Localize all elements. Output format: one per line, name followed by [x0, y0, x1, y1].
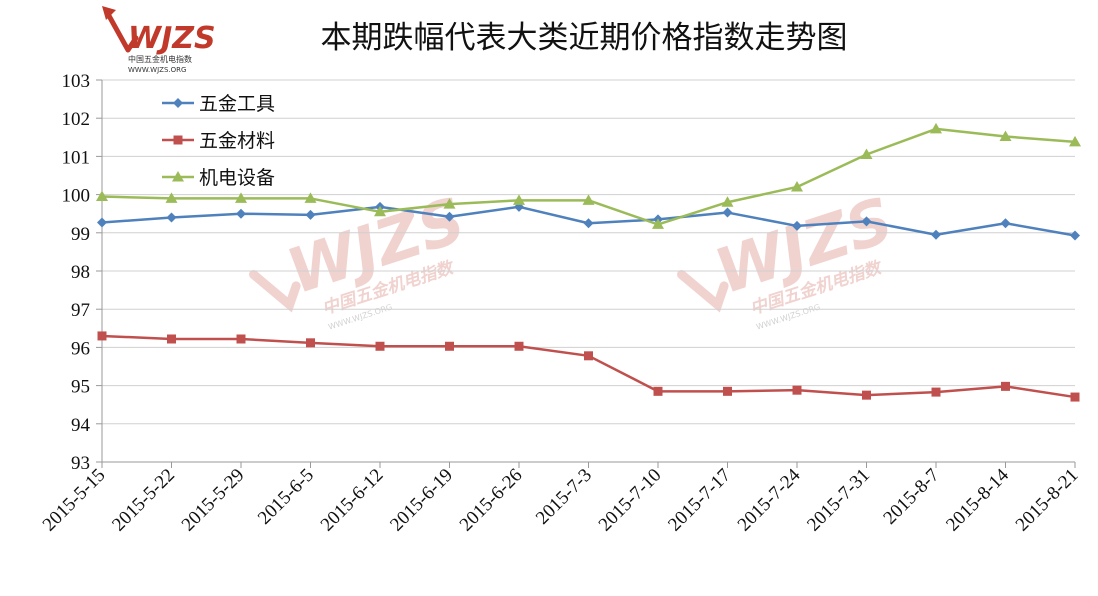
- data-point: [444, 211, 455, 222]
- logo-arrowhead-icon: [102, 6, 116, 20]
- logo-brand: WJZS: [128, 21, 216, 56]
- data-point: [582, 194, 595, 205]
- x-tick-label: 2015-5-15: [39, 465, 110, 536]
- y-tick-label: 93: [71, 453, 90, 474]
- data-point: [583, 218, 594, 229]
- data-point: [97, 217, 107, 228]
- data-point: [304, 192, 317, 203]
- y-tick-label: 96: [71, 338, 90, 359]
- x-tick-label: 2015-5-29: [178, 465, 249, 536]
- data-point: [167, 334, 176, 344]
- data-point: [652, 218, 664, 229]
- axes: [96, 79, 1076, 468]
- data-point: [653, 386, 663, 396]
- data-point: [931, 229, 941, 240]
- data-point: [931, 387, 941, 397]
- legend-entry: 五金工具: [162, 93, 275, 115]
- x-tick-label: 2015-6-26: [456, 465, 527, 536]
- data-point: [96, 190, 108, 202]
- legend-label: 五金材料: [199, 130, 275, 152]
- data-point: [792, 385, 802, 395]
- legend-marker: [173, 135, 183, 145]
- series-line: [101, 334, 1076, 399]
- data-point: [97, 331, 107, 341]
- data-point: [514, 341, 524, 351]
- data-point: [723, 386, 732, 396]
- logo-subtitle: 中国五金机电指数: [128, 54, 192, 64]
- data-point: [166, 212, 177, 223]
- data-point: [1000, 218, 1011, 229]
- legend-entry: 机电设备: [162, 167, 275, 189]
- data-point: [235, 192, 247, 203]
- legend-entry: 五金材料: [162, 130, 275, 152]
- data-point: [584, 351, 593, 361]
- legend-label: 五金工具: [199, 93, 275, 115]
- data-point: [445, 341, 454, 351]
- series-2: [96, 122, 1081, 229]
- data-point: [1070, 392, 1080, 402]
- data-point: [722, 207, 733, 218]
- x-tick-label: 2015-6-19: [386, 465, 457, 536]
- data-point: [999, 130, 1012, 142]
- legend-marker: [172, 171, 184, 182]
- y-tick-label: 103: [62, 71, 91, 92]
- data-point: [1069, 135, 1081, 147]
- x-tick-label: 2015-7-3: [532, 465, 596, 529]
- data-point: [791, 180, 803, 192]
- x-tick-label: 2015-5-22: [108, 465, 179, 536]
- series-0: [97, 201, 1080, 241]
- data-point: [1001, 381, 1010, 391]
- data-point: [375, 341, 385, 351]
- series-1: [97, 331, 1080, 402]
- y-tick-label: 101: [62, 147, 91, 168]
- x-tick-label: 2015-6-12: [317, 465, 388, 536]
- legend-marker: [173, 98, 183, 108]
- x-tick-label: 2015-7-24: [734, 464, 805, 535]
- series-group: [96, 122, 1081, 402]
- data-point: [236, 334, 246, 344]
- y-tick-label: 94: [71, 415, 91, 436]
- wjzs-logo: WJZS 中国五金机电指数 WWW.WJZS.ORG: [102, 6, 216, 74]
- data-point: [443, 198, 456, 209]
- data-point: [305, 209, 316, 220]
- data-point: [930, 122, 942, 134]
- data-point: [1070, 230, 1080, 241]
- data-point: [792, 220, 802, 231]
- x-tick-label: 2015-7-31: [803, 465, 874, 536]
- y-tick-label: 102: [62, 109, 91, 130]
- y-tick-label: 97: [71, 300, 90, 321]
- logo-arrow-icon: [105, 11, 139, 53]
- x-tick-label: 2015-8-21: [1012, 465, 1083, 536]
- x-tick-label: 2015-7-10: [595, 465, 666, 536]
- data-point: [306, 338, 315, 348]
- x-tick-label: 2015-7-17: [664, 465, 735, 536]
- data-point: [861, 216, 872, 227]
- watermark-arrow-icon: [676, 269, 729, 313]
- data-point: [860, 148, 873, 159]
- y-tick-label: 100: [62, 186, 91, 207]
- x-tick-label: 2015-8-14: [942, 464, 1013, 535]
- chart-title: 本期跌幅代表大类近期价格指数走势图: [321, 20, 848, 56]
- data-point: [165, 192, 178, 203]
- x-tick-label: 2015-8-7: [879, 465, 943, 529]
- legend-label: 机电设备: [199, 167, 275, 189]
- data-point: [236, 208, 246, 219]
- y-tick-label: 99: [71, 224, 90, 245]
- y-axis-ticks: 93 94 95 96 97 98 99 100 101 102 103: [62, 71, 91, 474]
- y-tick-label: 95: [71, 377, 90, 398]
- watermark-arrow-icon: [248, 269, 301, 313]
- data-point: [721, 196, 734, 207]
- data-point: [374, 205, 386, 217]
- y-tick-label: 98: [71, 262, 90, 283]
- x-tick-label: 2015-6-5: [254, 465, 318, 529]
- logo-url: WWW.WJZS.ORG: [128, 66, 186, 74]
- data-point: [862, 390, 871, 400]
- data-point: [513, 194, 525, 205]
